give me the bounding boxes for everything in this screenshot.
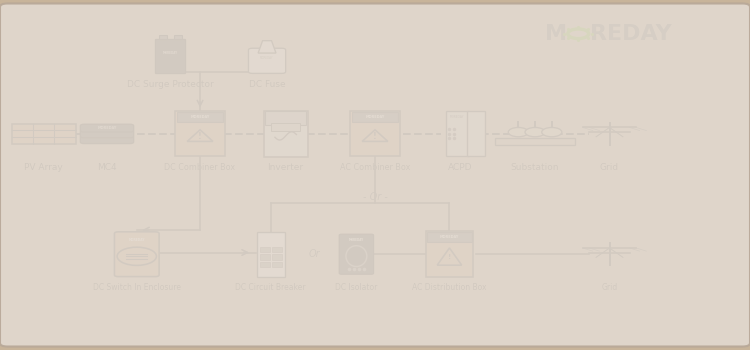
Text: !: ! xyxy=(448,254,451,260)
Text: ACPD: ACPD xyxy=(448,163,472,172)
Text: DC Switch In Enclosure: DC Switch In Enclosure xyxy=(93,284,181,293)
Text: AC Combiner Box: AC Combiner Box xyxy=(340,163,410,172)
FancyBboxPatch shape xyxy=(339,234,374,274)
Text: Grid: Grid xyxy=(600,163,619,172)
Circle shape xyxy=(509,127,528,137)
Circle shape xyxy=(542,127,562,137)
FancyBboxPatch shape xyxy=(176,111,224,156)
Text: Inverter: Inverter xyxy=(268,163,304,172)
Bar xyxy=(260,247,270,252)
Text: AC Distribution Box: AC Distribution Box xyxy=(413,284,487,293)
Text: MOREDAY: MOREDAY xyxy=(450,115,464,119)
Text: MOREDAY: MOREDAY xyxy=(190,115,210,119)
Text: Substation: Substation xyxy=(511,163,560,172)
Text: DC Fuse: DC Fuse xyxy=(249,80,285,89)
FancyBboxPatch shape xyxy=(248,48,286,74)
Bar xyxy=(11,124,76,144)
Bar xyxy=(260,262,270,267)
Text: DC Surge Protector: DC Surge Protector xyxy=(127,80,214,89)
Text: Grid: Grid xyxy=(602,284,618,293)
Text: MOREDAY: MOREDAY xyxy=(98,126,117,130)
Text: MOREDAY: MOREDAY xyxy=(128,238,145,242)
Bar xyxy=(174,35,182,39)
Text: MC4: MC4 xyxy=(98,163,117,172)
Bar xyxy=(260,254,270,260)
Text: MOREDAY: MOREDAY xyxy=(260,56,274,60)
Text: - Or -: - Or - xyxy=(362,193,388,202)
Text: !: ! xyxy=(373,132,377,141)
Bar xyxy=(159,35,166,39)
Bar xyxy=(272,254,282,260)
Text: Or: Or xyxy=(308,249,320,259)
Text: MOREDAY: MOREDAY xyxy=(163,51,178,55)
Circle shape xyxy=(525,127,545,137)
Bar xyxy=(352,112,398,121)
Bar xyxy=(446,111,469,156)
FancyBboxPatch shape xyxy=(80,124,134,132)
FancyBboxPatch shape xyxy=(115,232,159,276)
FancyBboxPatch shape xyxy=(80,130,134,138)
Bar xyxy=(177,112,224,121)
FancyBboxPatch shape xyxy=(264,111,308,157)
Bar xyxy=(427,232,472,242)
Text: MOREDAY: MOREDAY xyxy=(365,115,385,119)
Polygon shape xyxy=(258,41,276,53)
Text: MOREDAY: MOREDAY xyxy=(349,238,364,242)
Bar xyxy=(155,39,185,74)
Bar xyxy=(266,111,306,125)
FancyBboxPatch shape xyxy=(425,231,473,277)
Text: M: M xyxy=(544,24,567,44)
Bar xyxy=(272,123,300,132)
Text: PV Array: PV Array xyxy=(24,163,63,172)
Text: DC Combiner Box: DC Combiner Box xyxy=(164,163,236,172)
Text: REDAY: REDAY xyxy=(590,24,672,44)
Bar xyxy=(256,232,285,276)
Bar xyxy=(272,247,282,252)
Text: DC Isolator: DC Isolator xyxy=(335,284,377,293)
Bar xyxy=(495,138,575,145)
FancyBboxPatch shape xyxy=(350,111,400,156)
Text: !: ! xyxy=(198,132,202,141)
Text: DC Circuit Breaker: DC Circuit Breaker xyxy=(236,284,306,293)
Bar xyxy=(272,262,282,267)
Bar xyxy=(466,111,485,156)
Text: MOREDAY: MOREDAY xyxy=(440,235,459,239)
FancyBboxPatch shape xyxy=(80,136,134,144)
